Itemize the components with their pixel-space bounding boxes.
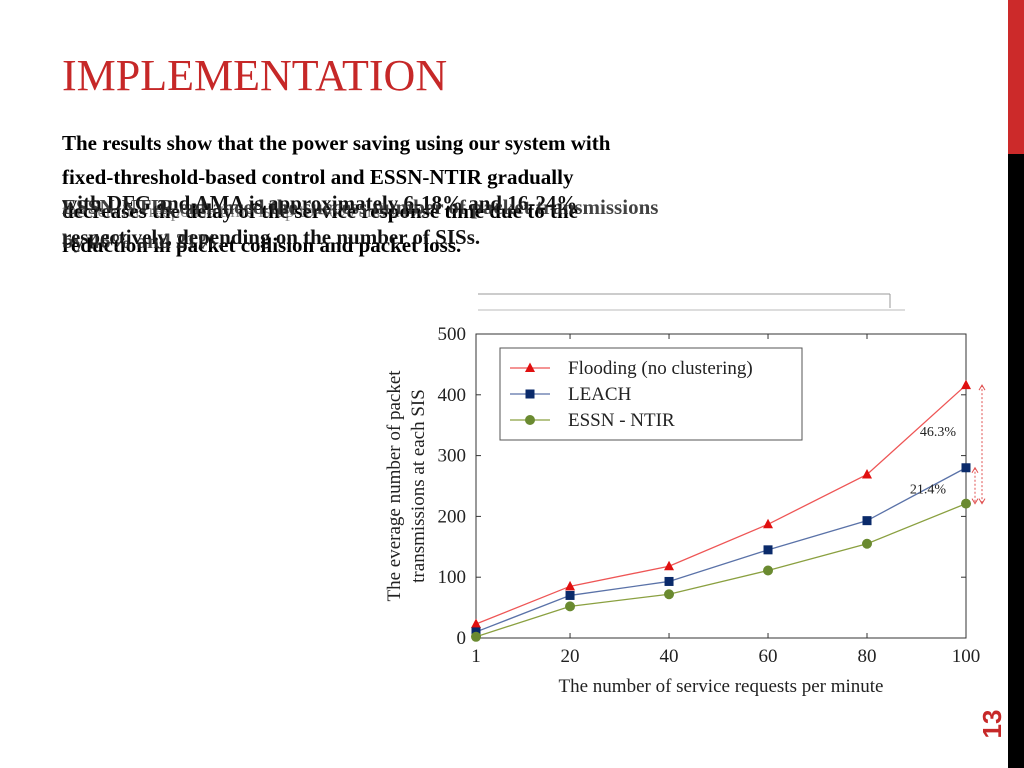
- data-point-circle: [961, 498, 971, 509]
- x-tick-label: 1: [471, 646, 481, 667]
- annotation-label-1: 46.3%: [920, 425, 957, 440]
- data-point-circle: [565, 601, 576, 612]
- data-point-square: [664, 576, 674, 586]
- data-point-circle: [862, 538, 873, 549]
- x-axis-label: The number of service requests per minut…: [559, 676, 884, 697]
- x-tick-label: 80: [858, 646, 877, 667]
- x-tick-label: 40: [660, 646, 679, 667]
- data-point-square: [862, 516, 872, 526]
- annotation-arrow-1-head-top: [978, 384, 986, 391]
- legend-marker-triangle: [525, 362, 535, 372]
- annotation-arrow-2-head-top: [971, 466, 979, 474]
- legend-entry: ESSN - NTIR: [568, 410, 675, 431]
- data-point-square: [961, 463, 971, 473]
- y-tick-label: 500: [438, 324, 467, 345]
- annotation-label-2: 21.4%: [910, 482, 947, 497]
- annotation-arrow-2-head-bottom: [971, 498, 979, 505]
- y-tick-label: 400: [438, 385, 467, 406]
- y-axis-label-line2: transmissions at each SIS: [408, 389, 429, 583]
- y-tick-label: 200: [438, 506, 467, 527]
- data-point-triangle: [763, 518, 774, 529]
- y-tick-label: 100: [438, 567, 467, 588]
- series-line-0: [475, 384, 967, 625]
- side-accent-bar-top: [1008, 0, 1024, 154]
- legend-entry: Flooding (no clustering): [568, 358, 753, 379]
- paragraph-overlap-response: the service response time is up to 46% a…: [62, 201, 431, 222]
- y-axis-label-line1: The everage number of packet: [384, 370, 405, 602]
- data-point-triangle: [565, 580, 576, 591]
- plot-frame: [475, 333, 967, 639]
- paragraph-overlap-essn: ESSN-NTIR enhanced the success number of…: [62, 195, 659, 253]
- data-point-circle: [664, 589, 675, 600]
- line-chart: 0 100 200 300 400 500 1 20 40 60 80 100 The number o…: [384, 293, 986, 697]
- data-point-triangle: [862, 468, 873, 479]
- paragraph-overlap-power: with DFG and AMA is approximately 6-18% …: [62, 191, 578, 249]
- series-line-1: [475, 467, 967, 633]
- slide-title: IMPLEMENTATION: [62, 51, 448, 100]
- x-tick-label: 60: [759, 646, 778, 667]
- data-point-square: [763, 545, 773, 555]
- legend-box: [499, 347, 803, 441]
- data-point-square: [565, 590, 575, 600]
- legend-marker-circle: [525, 415, 535, 425]
- data-point-triangle: [961, 379, 971, 390]
- legend-marker-square: [525, 389, 535, 399]
- y-tick-label: 0: [457, 628, 467, 649]
- data-point-triangle: [664, 560, 675, 571]
- x-tick-label: 20: [561, 646, 580, 667]
- data-point-circle: [471, 631, 481, 642]
- legend-entry: LEACH: [568, 384, 632, 405]
- side-accent-bar: [1008, 0, 1024, 768]
- series-line-2: [475, 503, 967, 638]
- x-tick-label: 100: [952, 646, 981, 667]
- y-tick-label: 300: [438, 446, 467, 467]
- data-point-triangle: [471, 618, 481, 629]
- annotation-arrow-1-head-bottom: [978, 498, 986, 505]
- paragraph-results: The results show that the power saving u…: [62, 131, 611, 257]
- data-point-circle: [763, 565, 774, 576]
